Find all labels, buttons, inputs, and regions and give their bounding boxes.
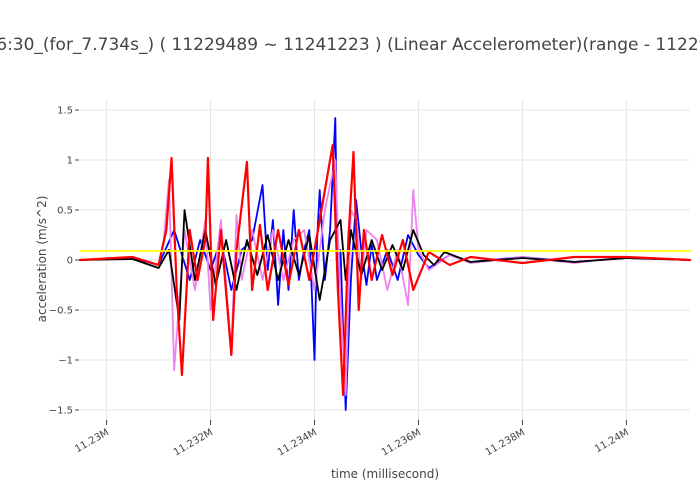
y-tick-label: −0.5 xyxy=(49,306,73,317)
x-tick-label: 11.236M xyxy=(380,427,423,458)
y-axis-ticks: −1.5 −1 −0.5 0 0.5 1 1.5 xyxy=(49,106,79,417)
y-tick-label: 0.5 xyxy=(57,206,73,217)
x-tick-label: 11.234M xyxy=(276,427,319,458)
series-layer xyxy=(78,117,692,411)
y-tick-label: −1.5 xyxy=(49,406,73,417)
series-line-2 xyxy=(79,209,691,321)
y-tick-label: 1 xyxy=(67,156,73,167)
series-line-3 xyxy=(78,143,692,397)
x-axis-title: time (millisecond) xyxy=(331,467,439,481)
series-line-1 xyxy=(79,159,691,396)
x-tick-label: 11.24M xyxy=(593,427,631,455)
chart-title: 05:56:30_(for_7.734s_) ( 11229489 ~ 1124… xyxy=(0,35,700,55)
y-axis-title: acceleration (m/s^2) xyxy=(35,196,49,323)
x-axis-ticks: 11.23M 11.232M 11.234M 11.236M 11.238M 11.24M xyxy=(73,420,631,458)
x-tick-label: 11.232M xyxy=(172,427,215,458)
x-tick-label: 11.23M xyxy=(73,427,111,455)
x-tick-label: 11.238M xyxy=(484,427,527,458)
y-tick-label: 1.5 xyxy=(57,106,73,117)
y-tick-label: 0 xyxy=(67,256,73,267)
y-tick-label: −1 xyxy=(58,356,73,367)
